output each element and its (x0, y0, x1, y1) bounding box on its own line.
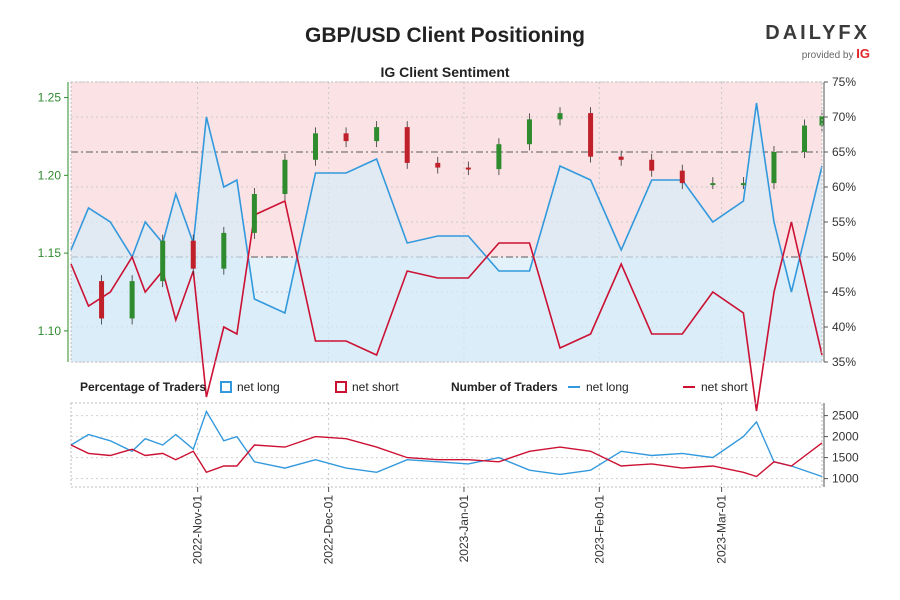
logo-wordmark: DAILYFX (765, 22, 870, 44)
candle-body (313, 133, 319, 160)
legend-num-short-label: net short (701, 380, 748, 394)
candle-body (129, 281, 135, 319)
price-tick-label: 1.15 (38, 246, 62, 260)
x-tick-label: 2022-Nov-01 (191, 495, 205, 565)
legend-num-long-label: net long (586, 380, 629, 394)
price-tick-label: 1.10 (38, 324, 62, 338)
pct-tick-label: 40% (832, 320, 856, 334)
count-tick-label: 1000 (832, 472, 859, 486)
top-panel: 1.10 1.15 1.20 1.25 35% 40% 45% 50% 55% 60% 65% 70%… (38, 75, 856, 412)
net-long-pct-line (70, 102, 823, 315)
bottom-panel: 1000 1500 2000 2500 (70, 402, 859, 488)
net-long-area (71, 103, 822, 362)
pct-tick-label: 50% (832, 250, 856, 264)
ig-logo: IG (856, 46, 870, 61)
provided-by-text: provided by (801, 50, 854, 61)
candle-body (404, 127, 410, 163)
candle-body (282, 159, 288, 194)
count-tick-label: 2500 (832, 409, 859, 423)
x-tick-label: 2023-Jan-01 (457, 495, 471, 563)
dailyfx-logo: DAILYFX provided by IG (760, 22, 870, 61)
price-tick-label: 1.20 (38, 168, 62, 182)
legend-pct-title: Percentage of Traders (80, 380, 206, 394)
pct-tick-label: 70% (832, 110, 856, 124)
logo-provided-by: provided by IG (760, 46, 870, 61)
candle-body (526, 119, 532, 145)
candle-body (99, 281, 105, 319)
candle-body (496, 144, 502, 170)
legend-pct-short-swatch (335, 381, 347, 393)
x-tick-label: 2022-Dec-01 (322, 495, 336, 565)
chart-subtitle: IG Client Sentiment (380, 64, 510, 80)
candle-body (190, 240, 196, 269)
chart-title: GBP/USD Client Positioning (304, 24, 585, 47)
pct-tick-label: 65% (832, 145, 856, 159)
candle-body (710, 183, 716, 186)
top-panel-frame (70, 81, 823, 363)
net-long-count-line (70, 409, 823, 478)
candle-body (160, 240, 166, 282)
net-short-count-line (70, 435, 823, 478)
count-tick-label: 1500 (832, 451, 859, 465)
candle-body (221, 232, 227, 269)
pct-tick-label: 35% (832, 355, 856, 369)
pct-tick-label: 75% (832, 75, 856, 89)
candle-body (374, 127, 380, 142)
legend: Percentage of Traders net long net short… (80, 380, 748, 394)
candle-body (588, 113, 594, 157)
pct-tick-label: 60% (832, 180, 856, 194)
candle-body (679, 170, 685, 184)
candle-body (649, 159, 655, 171)
legend-num-title: Number of Traders (451, 380, 558, 394)
x-tick-label: 2023-Mar-01 (715, 495, 729, 564)
candle-body (343, 133, 349, 142)
candle-body (465, 167, 471, 170)
candle-body (618, 156, 624, 160)
pct-tick-label: 55% (832, 215, 856, 229)
legend-pct-short-label: net short (352, 380, 399, 394)
candle-body (435, 162, 441, 168)
pct-tick-label: 45% (832, 285, 856, 299)
x-axis: 2022-Nov-01 2022-Dec-01 2023-Jan-01 2023-Fe… (191, 487, 729, 564)
candle-body (802, 125, 808, 152)
x-tick-label: 2023-Feb-01 (592, 495, 606, 564)
candle-body (557, 113, 563, 120)
candle-body (251, 194, 257, 233)
count-tick-label: 2000 (832, 430, 859, 444)
price-tick-label: 1.25 (38, 91, 62, 105)
candle-body (771, 152, 777, 184)
legend-pct-long-label: net long (237, 380, 280, 394)
legend-pct-long-swatch (220, 381, 232, 393)
candle-body (740, 183, 746, 186)
